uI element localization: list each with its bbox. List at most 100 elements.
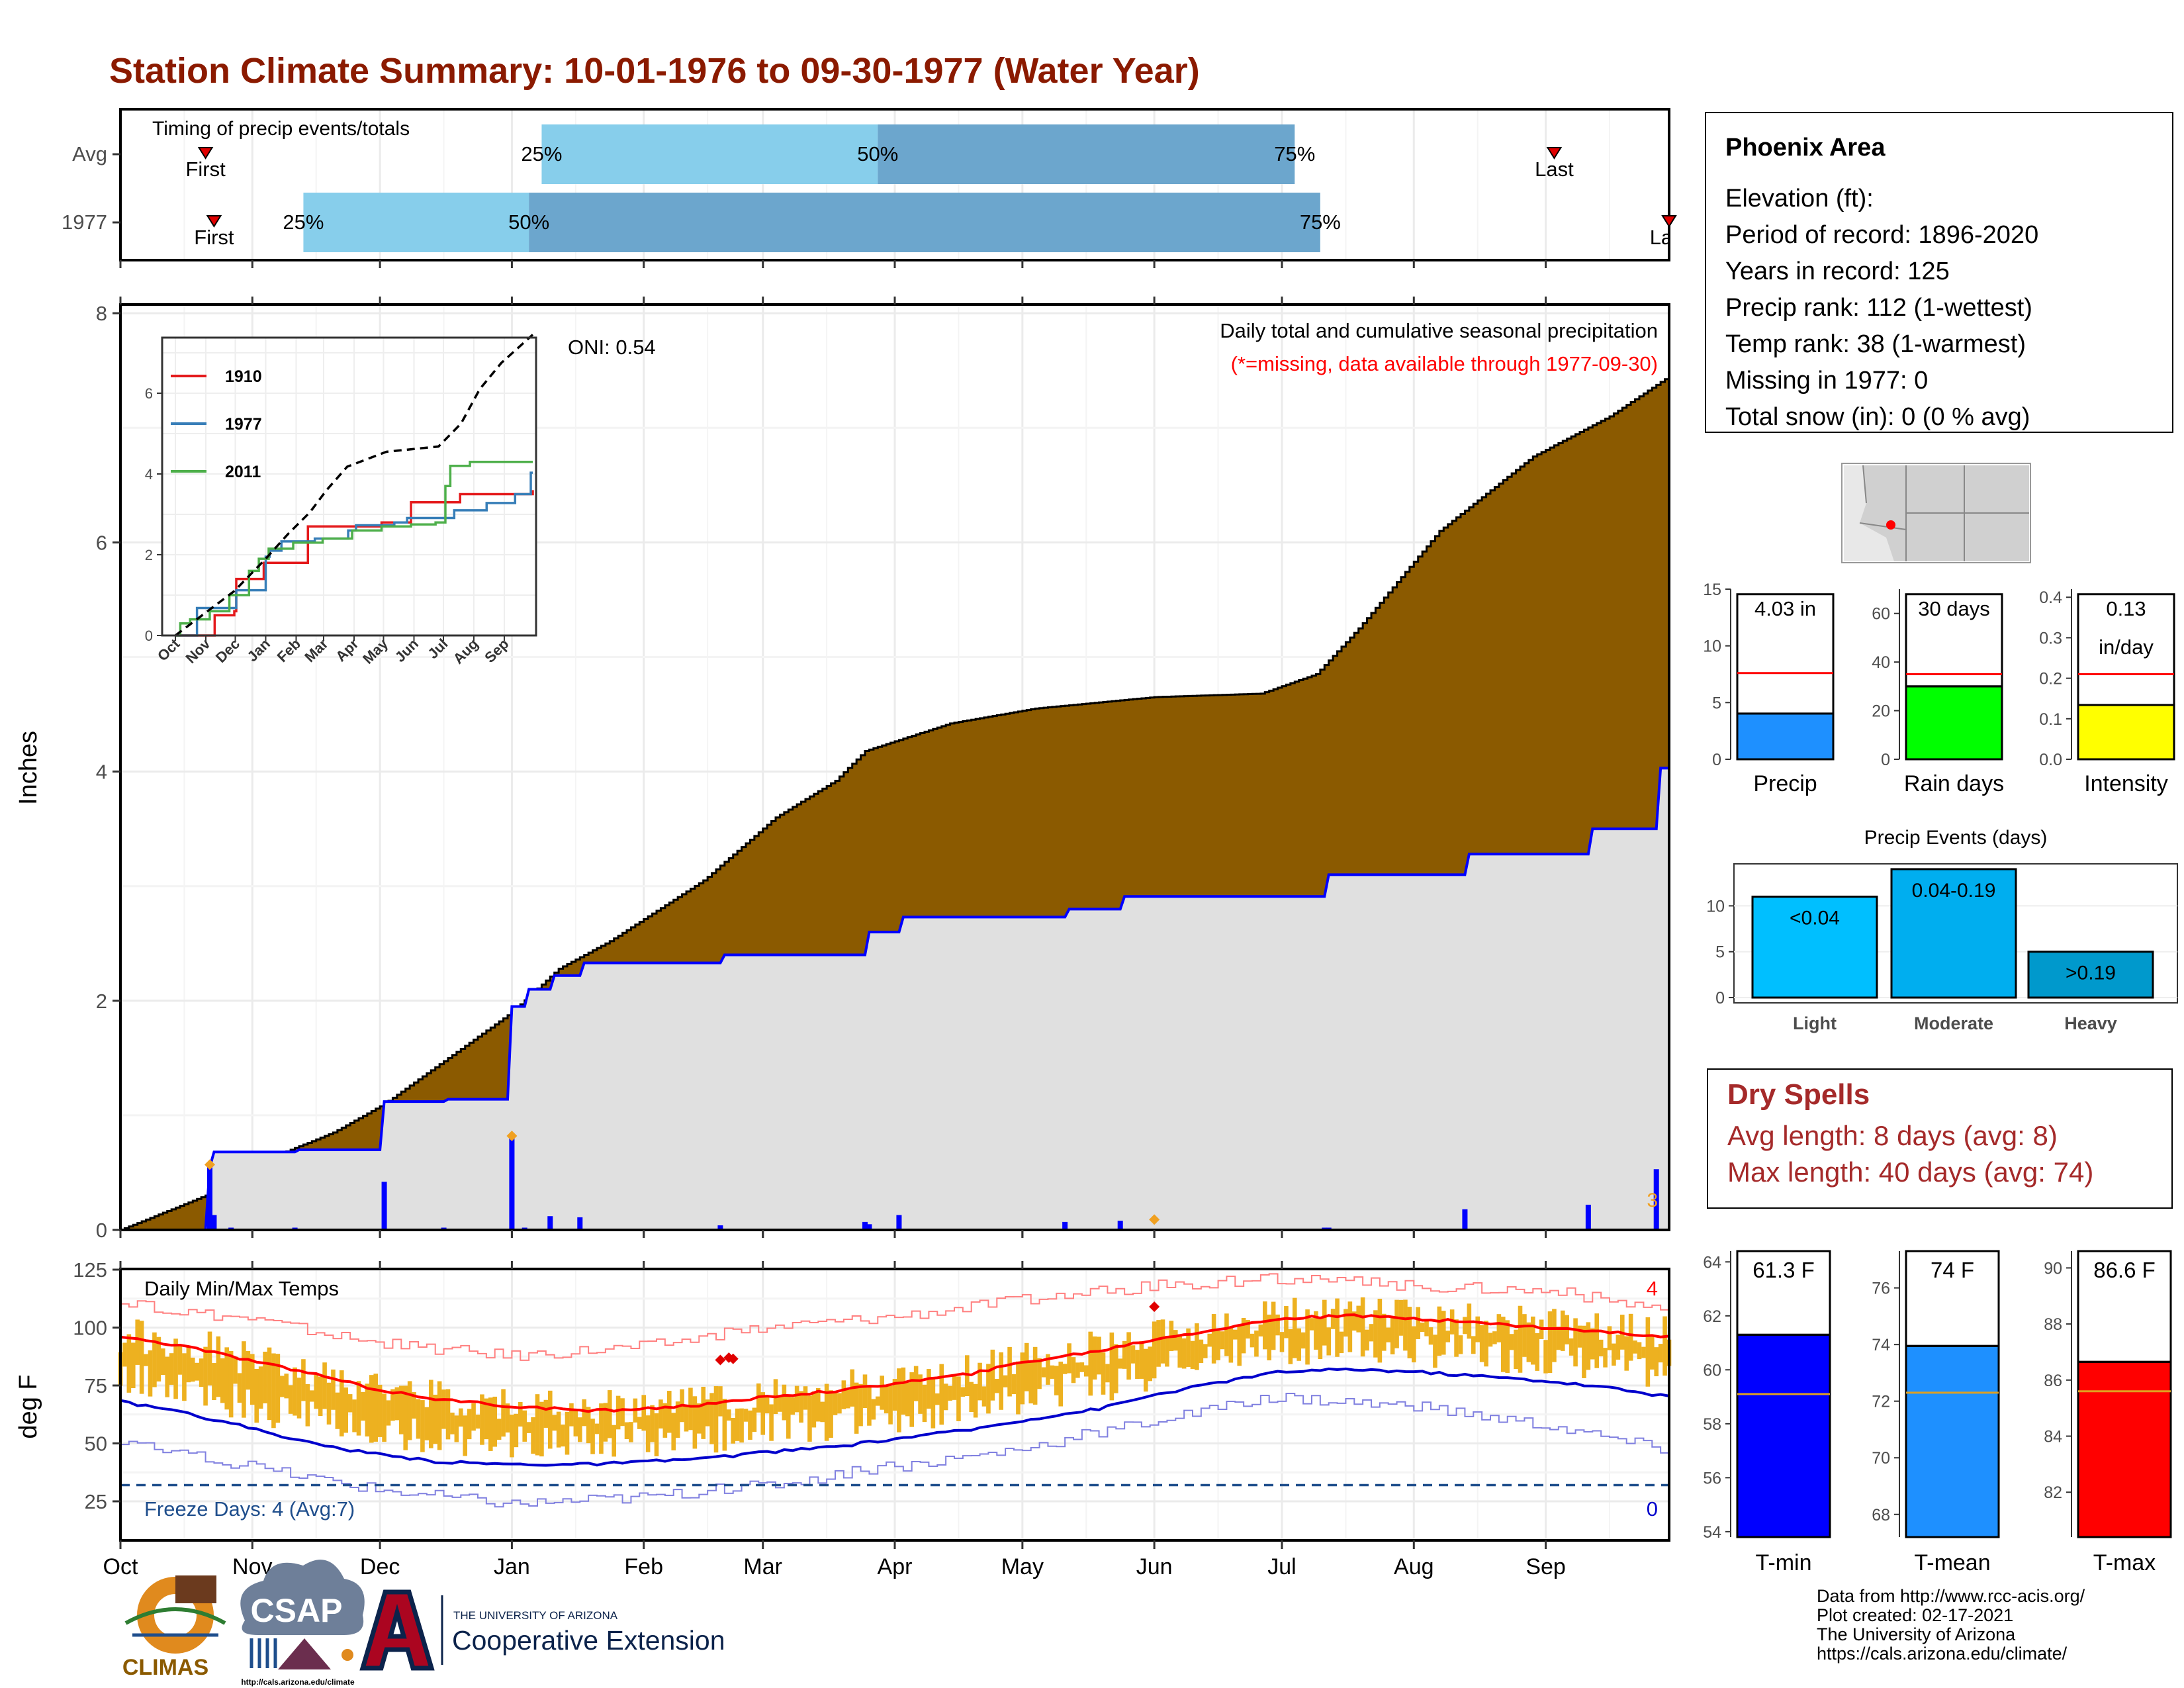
y-tick-label: 50 <box>85 1432 107 1456</box>
daily-temp-range <box>267 1347 272 1421</box>
record-max-line <box>120 1273 1670 1361</box>
daily-temp-range <box>522 1410 527 1442</box>
daily-temp-range <box>488 1397 493 1451</box>
y-tick-label: 125 <box>73 1258 107 1282</box>
daily-temp-range <box>1658 1344 1663 1363</box>
daily-temp-range <box>1424 1320 1429 1336</box>
temp-bar-tick-label: 74 <box>1872 1336 1890 1354</box>
daily-temp-range <box>1505 1320 1510 1374</box>
daily-temp-range <box>152 1332 157 1387</box>
daily-temp-range <box>1075 1362 1080 1378</box>
daily-temp-range <box>1356 1305 1361 1333</box>
page-title: Station Climate Summary: 10-01-1976 to 0… <box>109 51 1200 91</box>
summary-tick-label: 20 <box>1872 702 1890 721</box>
daily-temp-range <box>284 1374 289 1399</box>
ua-big-text: Cooperative Extension <box>452 1625 725 1656</box>
daily-temp-range <box>1020 1352 1025 1405</box>
year-cumulative-area <box>120 768 1669 1230</box>
record-high-marker <box>1149 1301 1160 1312</box>
daily-temp-range <box>386 1400 391 1426</box>
temp-bar-value-label: 61.3 F <box>1752 1258 1815 1282</box>
daily-temp-range <box>1416 1307 1421 1339</box>
temp-bar-tick-label: 64 <box>1703 1253 1721 1272</box>
daily-temp-range <box>986 1364 991 1414</box>
daily-temp-range <box>1441 1311 1446 1355</box>
daily-temp-range <box>1135 1350 1140 1380</box>
daily-temp-range <box>1343 1309 1348 1337</box>
month-label: Dec <box>360 1554 400 1579</box>
y-tick-label: 6 <box>96 531 107 554</box>
daily-temp-range <box>288 1385 293 1414</box>
y-tick-label: 2 <box>96 990 107 1013</box>
daily-temp-range <box>335 1392 340 1429</box>
temp-bar-tick-label: 84 <box>2044 1428 2062 1446</box>
summary-bar-label: Intensity <box>2084 771 2168 796</box>
daily-temp-range <box>403 1385 408 1450</box>
y-tick-label: 25 <box>85 1490 107 1513</box>
summary-value-label: 0.13 <box>2106 597 2146 620</box>
credit-line: https://cals.arizona.edu/climate/ <box>1817 1644 2068 1664</box>
last-event-label: Last <box>1650 226 1689 249</box>
daily-temp-range <box>1203 1344 1208 1358</box>
daily-temp-range <box>713 1385 719 1453</box>
daily-temp-range <box>279 1376 285 1397</box>
university-of-arizona-logo: THE UNIVERSITY OF ARIZONA Cooperative Ex… <box>359 1589 725 1671</box>
daily-temp-range <box>743 1409 749 1422</box>
daily-temp-range <box>969 1382 974 1413</box>
daily-temp-range <box>377 1384 383 1437</box>
summary-tick-label: 0 <box>1881 751 1890 769</box>
daily-temp-range <box>978 1362 982 1401</box>
daily-temp-range <box>739 1408 744 1443</box>
daily-temp-range <box>1041 1367 1046 1378</box>
daily-temp-range <box>764 1395 770 1414</box>
daily-temp-range <box>1492 1331 1497 1344</box>
temp-bar-box <box>1905 1250 2000 1347</box>
summary-tick-label: 0.4 <box>2039 588 2062 607</box>
daily-temp-range <box>1360 1297 1365 1357</box>
daily-temp-range <box>144 1354 148 1366</box>
daily-temp-range <box>811 1391 817 1428</box>
daily-temp-range <box>641 1395 647 1431</box>
daily-temp-range <box>666 1391 672 1433</box>
daily-temp-range <box>1530 1316 1535 1365</box>
daily-temp-range <box>607 1390 612 1438</box>
daily-temp-range <box>1633 1340 1637 1354</box>
daily-temp-range <box>1381 1313 1387 1351</box>
y-tick-label: 75 <box>85 1374 107 1397</box>
daily-temp-range <box>471 1403 476 1431</box>
timing-bar-25-50 <box>541 124 878 184</box>
daily-temp-range <box>594 1423 600 1434</box>
daily-temp-range <box>398 1385 404 1434</box>
daily-temp-range <box>369 1375 374 1443</box>
daily-temp-range <box>1224 1313 1229 1356</box>
daily-temp-range <box>956 1376 961 1421</box>
daily-temp-range <box>778 1395 782 1412</box>
daily-temp-range <box>603 1403 608 1442</box>
daily-temp-range <box>1279 1332 1285 1352</box>
daily-temp-range <box>1628 1313 1633 1361</box>
events-title: Precip Events (days) <box>1864 827 2048 849</box>
daily-temp-range <box>888 1385 893 1425</box>
daily-temp-range <box>990 1349 995 1401</box>
daily-temp-range <box>539 1401 544 1457</box>
daily-temp-range <box>1603 1348 1608 1368</box>
precip-events-chart: Precip Events (days) 0 5 10 <0.04 Light 0.04-… <box>1706 827 2178 1033</box>
daily-precip-bar <box>1062 1221 1068 1230</box>
daily-temp-range <box>543 1399 549 1428</box>
daily-temp-range <box>1479 1325 1484 1362</box>
daily-temp-range <box>382 1393 387 1442</box>
daily-temp-range <box>301 1359 306 1401</box>
daily-temp-range <box>556 1411 561 1448</box>
daily-temp-range <box>148 1350 153 1397</box>
daily-temp-range <box>629 1422 633 1442</box>
daily-temp-range <box>799 1391 803 1423</box>
daily-temp-range <box>1369 1324 1374 1342</box>
daily-temp-range <box>1300 1332 1306 1349</box>
timing-bar-50-75 <box>878 124 1295 184</box>
daily-temp-range <box>1543 1340 1548 1374</box>
daily-temp-range <box>731 1417 736 1444</box>
temp-bar-tick-label: 90 <box>2044 1259 2062 1278</box>
daily-temp-range <box>1445 1331 1451 1342</box>
station-info-box: Phoenix Area Elevation (ft): Period of re… <box>1705 112 2173 433</box>
